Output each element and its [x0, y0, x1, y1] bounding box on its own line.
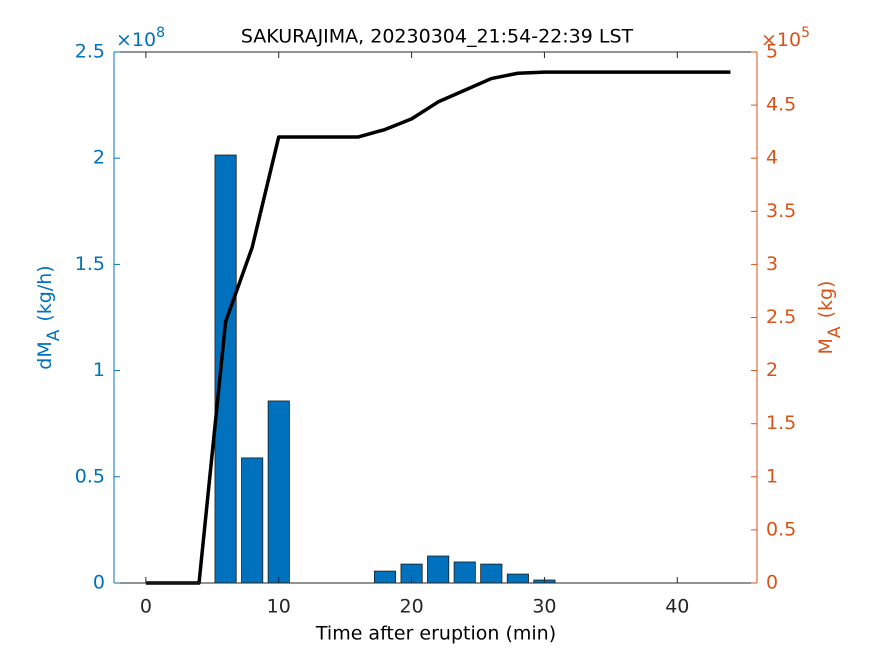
y-tick-label: 1 [93, 359, 105, 381]
bar [214, 154, 237, 584]
bar [480, 563, 503, 584]
bar [453, 561, 476, 584]
y-tick-label: 0.5 [75, 465, 105, 487]
label-subscript: A [44, 329, 64, 341]
label-main: dM [34, 341, 56, 369]
axis-multiplier: ×105 [761, 25, 810, 51]
bar [427, 555, 450, 584]
bar [241, 457, 264, 584]
y-tick-label: 1.5 [75, 253, 105, 275]
x-tick-label: 30 [532, 596, 556, 618]
bar [506, 573, 529, 584]
multiplier-exponent: 8 [156, 25, 165, 41]
y2-tick-label: 3.5 [766, 200, 796, 222]
chart-title: SAKURAJIMA, 20230304_21:54-22:39 LST [241, 26, 634, 48]
y-tick-label: 2.5 [75, 41, 105, 63]
y2-tick-label: 4.5 [766, 94, 796, 116]
x-tick-label: 40 [665, 596, 689, 618]
y2-tick-label: 1 [766, 465, 778, 487]
x-axis-label: Time after eruption (min) [315, 623, 556, 645]
y2-tick-label: 5 [766, 41, 778, 63]
x-tick-label: 0 [140, 596, 152, 618]
bar [267, 400, 290, 584]
y-tick-label: 2 [93, 147, 105, 169]
y2-tick-label: 4 [766, 147, 778, 169]
line [145, 70, 731, 585]
y2-tick-label: 0.5 [766, 518, 796, 540]
y2-tick-label: 2.5 [766, 306, 796, 328]
multiplier-base: ×10 [116, 29, 156, 51]
multiplier-base: ×10 [761, 29, 801, 51]
y-axis-label: dMA (kg/h) [34, 265, 65, 369]
y-axis-label: MA (kg) [815, 281, 846, 355]
label-subscript: A [825, 326, 845, 338]
label-unit: (kg/h) [34, 265, 56, 321]
x-tick-label: 10 [267, 596, 291, 618]
y2-tick-label: 3 [766, 253, 778, 275]
y2-tick-label: 2 [766, 359, 778, 381]
y-tick-label: 0 [93, 572, 105, 594]
x-tick-label: 20 [399, 596, 423, 618]
multiplier-exponent: 5 [801, 25, 810, 41]
axis-multiplier: ×108 [116, 25, 165, 51]
label-unit: (kg) [815, 281, 837, 319]
label-main: M [815, 338, 837, 354]
y2-tick-label: 1.5 [766, 412, 796, 434]
bar [373, 570, 397, 584]
y2-tick-label: 0 [766, 572, 778, 594]
